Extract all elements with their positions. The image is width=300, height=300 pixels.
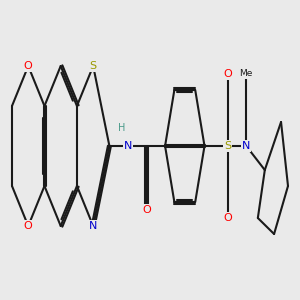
Text: O: O bbox=[24, 221, 33, 231]
Text: S: S bbox=[224, 141, 231, 151]
Text: O: O bbox=[223, 213, 232, 223]
Text: N: N bbox=[89, 221, 98, 231]
Text: S: S bbox=[90, 61, 97, 71]
Text: H: H bbox=[118, 123, 125, 133]
Text: O: O bbox=[223, 69, 232, 79]
Text: N: N bbox=[124, 141, 132, 151]
Text: O: O bbox=[24, 61, 33, 71]
Text: Me: Me bbox=[240, 70, 253, 79]
Text: N: N bbox=[242, 141, 250, 151]
Text: O: O bbox=[142, 205, 151, 215]
